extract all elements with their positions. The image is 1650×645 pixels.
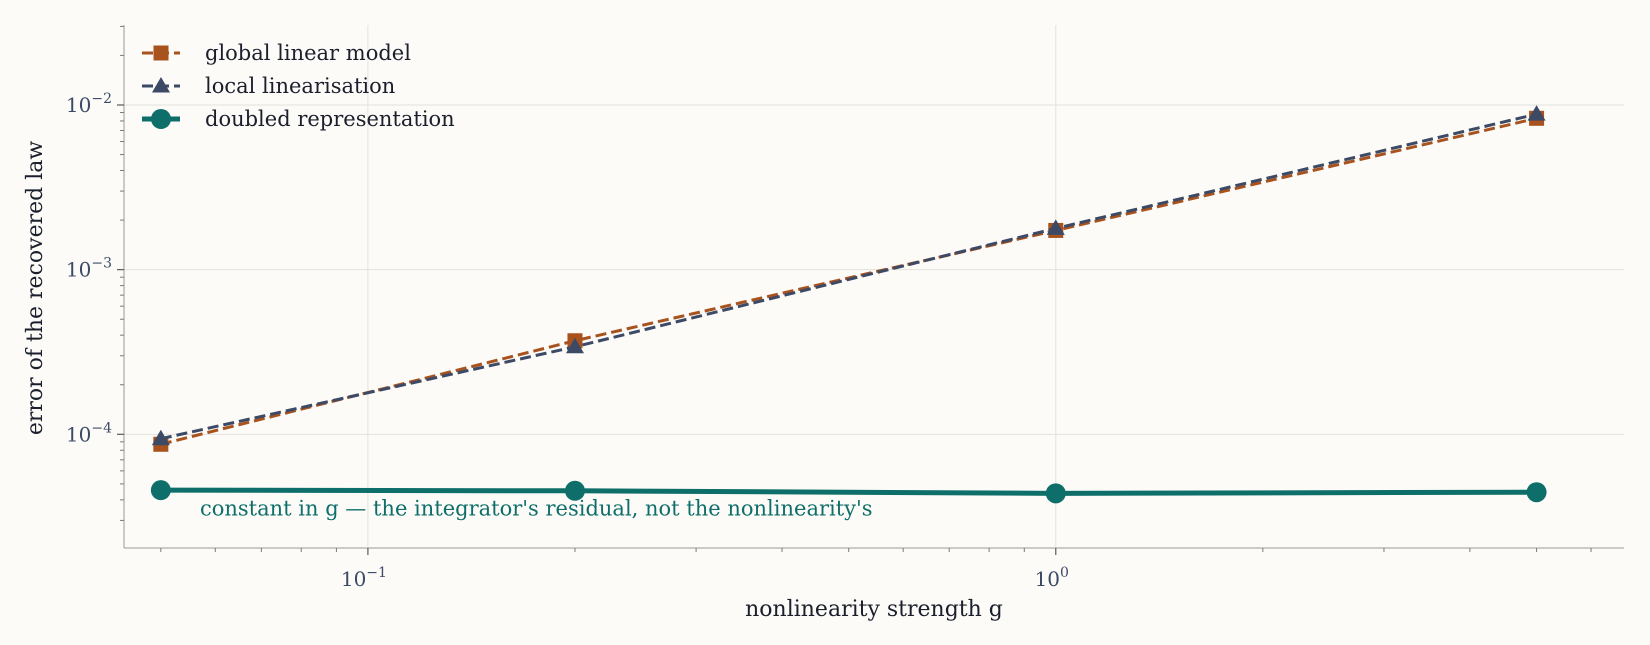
x-tick-label: 10−1 <box>341 565 387 591</box>
legend: global linear model local linearisation do… <box>142 41 455 131</box>
series-1 <box>151 105 1546 446</box>
legend-entry: local linearisation <box>142 74 395 98</box>
legend-marker <box>151 109 171 129</box>
legend-marker <box>152 77 170 93</box>
series-line <box>160 112 1537 441</box>
legend-label: local linearisation <box>205 74 395 98</box>
legend-label: doubled representation <box>205 107 455 131</box>
legend-label: global linear model <box>205 41 411 65</box>
series-layer <box>150 105 1547 504</box>
y-tick-label: 10−3 <box>66 256 112 282</box>
annotation-layer: constant in g — the integrator's residua… <box>200 496 873 520</box>
data-point <box>1526 482 1547 503</box>
data-point <box>1527 105 1546 121</box>
series-line <box>160 487 1537 496</box>
legend-marker <box>153 45 169 61</box>
x-axis-label: nonlinearity strength g <box>745 597 1003 622</box>
data-point <box>150 480 171 501</box>
series-2 <box>150 480 1547 504</box>
data-point <box>565 337 584 354</box>
legend-entry: global linear model <box>142 41 411 65</box>
annotation-text: constant in g — the integrator's residua… <box>200 496 873 520</box>
x-tick-label: 100 <box>1035 565 1069 591</box>
y-tick-label: 10−2 <box>66 91 112 117</box>
grid <box>124 25 1624 548</box>
axes: 10−1 100 10−4 10−3 10−2 <box>66 25 1624 591</box>
data-point <box>1045 483 1066 504</box>
data-point <box>151 429 170 446</box>
legend-entry: doubled representation <box>142 107 455 131</box>
data-point <box>564 480 585 501</box>
data-point <box>1046 219 1065 235</box>
y-tick-label: 10−4 <box>66 420 112 446</box>
y-axis-label: error of the recovered law <box>23 141 48 436</box>
